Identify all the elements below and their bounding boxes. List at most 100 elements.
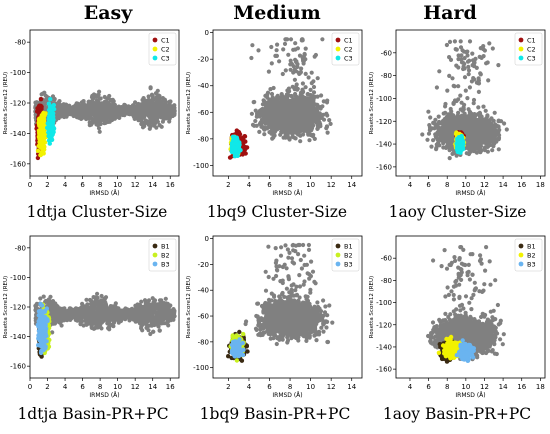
point-C1 [227, 155, 233, 160]
decoy-point [130, 106, 135, 111]
decoy-point [107, 116, 112, 121]
decoy-point [85, 103, 90, 108]
decoy-point [308, 87, 313, 92]
decoy-point [456, 84, 461, 89]
decoy-points [33, 85, 177, 134]
decoy-point [447, 156, 452, 161]
plot-area [396, 30, 545, 176]
column-title-easy: Easy [83, 2, 133, 24]
decoy-point [487, 41, 492, 46]
decoy-point [159, 107, 164, 113]
decoy-point [268, 129, 274, 134]
decoy-point [276, 123, 281, 128]
decoy-point [318, 105, 323, 110]
decoy-point [292, 77, 297, 82]
decoy-point [474, 65, 479, 70]
decoy-point [434, 145, 439, 150]
decoy-point [269, 91, 275, 97]
decoy-point [465, 53, 470, 58]
decoy-point [320, 37, 325, 42]
decoy-point [456, 65, 461, 70]
decoy-point [288, 37, 294, 42]
decoy-point [300, 81, 305, 86]
decoy-point [159, 112, 165, 117]
legend-label: C1 [344, 37, 353, 45]
point-C3 [49, 122, 54, 127]
decoy-point [146, 94, 151, 99]
decoy-point [467, 109, 472, 114]
scatter-chart: 4 6 8 10 12 14 16 18-160-140-120-100-80-60IRMSD… [369, 29, 546, 197]
decoy-point [466, 64, 471, 69]
decoy-point [295, 95, 300, 100]
decoy-point [90, 105, 95, 111]
decoy-point [249, 111, 254, 116]
decoy-point [481, 104, 486, 109]
decoy-point [283, 37, 288, 42]
decoy-point [456, 110, 461, 115]
decoy-point [291, 135, 297, 140]
decoy-point [308, 112, 314, 117]
series-C3 [45, 97, 57, 146]
decoy-point [136, 101, 141, 107]
decoy-point [286, 52, 291, 57]
decoy-point [78, 114, 83, 119]
decoy-point [103, 120, 108, 125]
decoy-point [261, 125, 266, 130]
decoy-point [420, 132, 425, 137]
decoy-point [303, 46, 308, 51]
decoy-point [293, 91, 298, 97]
decoy-point [118, 105, 123, 111]
x-tick-label: 6 [80, 181, 85, 189]
point-C2 [40, 150, 46, 155]
decoy-point [137, 117, 142, 122]
point-C2 [41, 128, 46, 133]
decoy-point [298, 90, 304, 95]
decoy-point [91, 93, 96, 98]
decoy-point [289, 108, 294, 113]
decoy-point [269, 44, 274, 50]
y-axis-label: Rosetta Score12 (REU) [186, 72, 192, 134]
decoy-point [311, 79, 316, 84]
decoy-point [287, 104, 292, 110]
point-C1 [240, 143, 246, 148]
decoy-point [293, 41, 298, 46]
column-title-hard: Hard [423, 2, 477, 24]
decoy-point [271, 129, 277, 134]
point-C2 [41, 121, 47, 126]
decoy-point [95, 102, 100, 107]
x-tick-label: 2 [226, 181, 230, 189]
y-tick-label: -140 [10, 130, 26, 138]
decoy-point [147, 122, 152, 127]
decoy-point [97, 129, 102, 134]
point-C2 [41, 132, 46, 137]
decoy-point [107, 93, 112, 99]
point-C3 [50, 132, 55, 137]
legend-marker [152, 46, 158, 52]
decoy-point [307, 138, 312, 143]
decoy-point [299, 94, 304, 99]
decoy-point [309, 70, 314, 75]
decoy-point [292, 128, 297, 133]
decoy-point [146, 97, 151, 103]
decoy-point [262, 132, 267, 137]
legend-label: C2 [344, 46, 353, 54]
decoy-point [282, 41, 288, 46]
decoy-point [324, 100, 330, 105]
decoy-point [307, 131, 312, 136]
x-tick-label: 0 [28, 181, 32, 189]
decoy-point [95, 105, 100, 110]
decoy-point [291, 64, 296, 69]
decoy-point [288, 62, 293, 67]
decoy-point [315, 76, 320, 81]
decoy-point [257, 129, 262, 134]
decoy-point [274, 48, 279, 53]
y-tick-label: -20 [198, 56, 209, 64]
point-C3 [49, 137, 55, 142]
decoy-point [143, 119, 149, 124]
decoy-point [474, 150, 479, 155]
decoy-point [275, 42, 280, 47]
decoy-point [281, 135, 286, 140]
decoy-point [286, 93, 291, 98]
